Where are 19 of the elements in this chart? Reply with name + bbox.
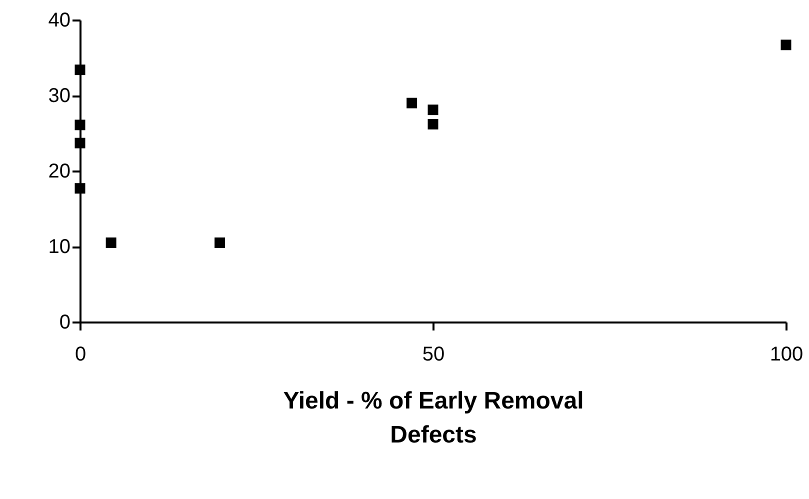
point (74, 138, 86, 148)
y-tick-label: 40 (48, 10, 70, 32)
point (428, 104, 438, 116)
point (74, 120, 86, 130)
y-tick-label: 20 (48, 160, 70, 182)
x-axis-title: Yield - % of Early Removal Defects (283, 388, 584, 448)
point (428, 118, 438, 130)
point (74, 64, 86, 76)
x-tick-label: 50 (422, 344, 445, 366)
x-tick-label: 100 (770, 344, 804, 366)
point (780, 40, 792, 50)
point (214, 237, 226, 248)
y-tick-label: 30 (48, 85, 70, 107)
x-tick-label: 0 (74, 344, 86, 366)
y-tick-label: 0 (59, 312, 70, 334)
point (106, 237, 116, 248)
y-tick-label: 10 (48, 236, 70, 258)
point (74, 183, 86, 194)
point (406, 98, 418, 108)
